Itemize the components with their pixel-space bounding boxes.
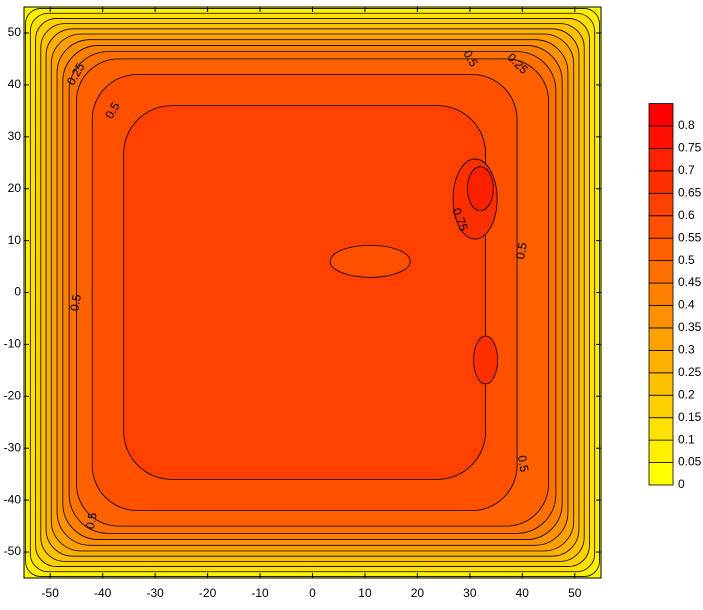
x-tick-label: -50 <box>42 586 60 600</box>
colorbar-box <box>648 349 674 374</box>
colorbar-box <box>648 148 674 172</box>
x-tick-label: -40 <box>94 586 112 600</box>
contour-region <box>123 105 487 480</box>
y-tick-label: -30 <box>4 440 22 454</box>
colorbar-label: 0.4 <box>678 298 695 312</box>
colorbar-label: 0.75 <box>678 141 702 155</box>
y-tick-label: -50 <box>4 544 22 558</box>
colorbar-label: 0.3 <box>678 343 695 357</box>
x-tick-label: 30 <box>463 586 477 600</box>
y-tick-label: 30 <box>8 129 22 143</box>
y-tick-label: -10 <box>4 337 22 351</box>
colorbar-label: 0.6 <box>678 208 695 222</box>
colorbar-label: 0.8 <box>678 118 695 132</box>
colorbar-box <box>648 237 674 262</box>
colorbar-label: 0.55 <box>678 230 702 244</box>
x-tick-label: 0 <box>309 586 316 600</box>
colorbar-box <box>648 125 674 149</box>
y-tick-label: 20 <box>8 181 22 195</box>
x-tick-label: -10 <box>251 586 269 600</box>
colorbar-box <box>648 462 674 486</box>
contour-region <box>466 166 494 212</box>
x-tick-label: 40 <box>516 586 530 600</box>
colorbar-box <box>648 417 674 441</box>
y-tick-label: 0 <box>14 285 21 299</box>
colorbar-label: 0.05 <box>678 455 702 469</box>
x-tick-label: 20 <box>411 586 425 600</box>
colorbar-label: 0.2 <box>678 387 695 401</box>
colorbar-label: 0.7 <box>678 163 695 177</box>
colorbar-label: 0.35 <box>678 320 702 334</box>
colorbar-box <box>648 327 674 351</box>
y-tick-label: 10 <box>8 233 22 247</box>
y-tick-label: -40 <box>4 492 22 506</box>
y-tick-label: -20 <box>4 388 22 402</box>
contour-label: 0.5 <box>83 511 100 530</box>
colorbar-box <box>648 305 674 329</box>
colorbar-box <box>648 282 674 306</box>
colorbar-box <box>648 260 674 284</box>
colorbar-label: 0.45 <box>678 275 702 289</box>
colorbar-box <box>648 170 674 194</box>
x-tick-label: 50 <box>568 586 582 600</box>
contour-label: 0.5 <box>513 241 530 260</box>
colorbar-label: 0.1 <box>678 432 695 446</box>
y-tick-label: 40 <box>8 77 22 91</box>
colorbar-label: 0.25 <box>678 365 702 379</box>
colorbar-label: 0.15 <box>678 410 702 424</box>
contour-region <box>473 335 499 385</box>
colorbar-box <box>648 103 674 127</box>
axes: -50 -40 -30 -20 -10 0 10 20 30 40 50 -50 -40 -30 -20 -1… <box>4 6 602 600</box>
x-tick-label: 10 <box>358 586 372 600</box>
plot-area: 0.250.50.5 0.250.750.50.50.50.5 <box>24 7 601 578</box>
x-tick-label: -20 <box>199 586 217 600</box>
colorbar: 0 0.05 0.1 0.15 0.2 0.25 0.3 0.35 0.4 0.45 0.5 0.55… <box>648 103 702 491</box>
colorbar-label: 0.5 <box>678 253 695 267</box>
contour-label: 0.5 <box>67 293 84 312</box>
x-tick-label: -30 <box>146 586 164 600</box>
colorbar-label: 0.65 <box>678 185 702 199</box>
colorbar-label: 0 <box>678 477 685 491</box>
colorbar-box <box>648 439 674 463</box>
colorbar-box <box>648 192 674 217</box>
colorbar-box <box>648 215 674 239</box>
colorbar-box <box>648 372 674 396</box>
contour-region <box>329 244 411 278</box>
colorbar-box <box>648 394 674 419</box>
y-tick-label: 50 <box>8 25 22 39</box>
contour-label: 0.5 <box>515 454 532 473</box>
